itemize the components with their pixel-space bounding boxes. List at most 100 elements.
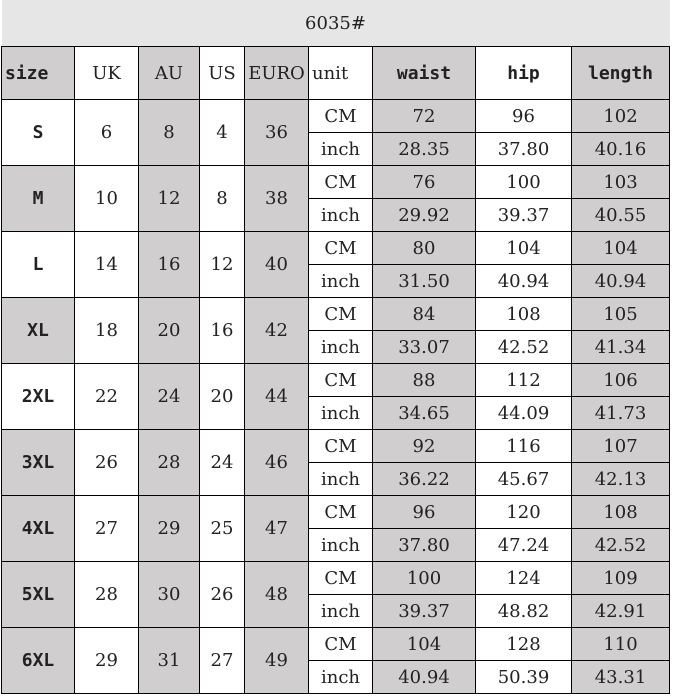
au-cell: 20	[138, 297, 200, 364]
header-waist: waist	[372, 46, 476, 100]
hip-cm-cell: 116	[475, 429, 572, 463]
euro-cell: 38	[244, 165, 309, 232]
length-inch-cell: 41.73	[571, 396, 670, 430]
waist-inch-cell: 31.50	[372, 264, 476, 298]
unit-inch-cell: inch	[308, 396, 373, 430]
header-hip: hip	[475, 46, 572, 100]
unit-inch-cell: inch	[308, 462, 373, 496]
waist-inch-cell: 36.22	[372, 462, 476, 496]
table-row: XL 18 20 16 42 CM 84 108 105	[1, 297, 670, 364]
hip-cm-cell: 112	[475, 363, 572, 397]
length-cm-cell: 102	[571, 99, 670, 133]
waist-inch-cell: 39.37	[372, 594, 476, 628]
waist-cm-cell: 100	[372, 561, 476, 595]
table-row: 6XL 29 31 27 49 CM 104 128 110	[1, 627, 670, 694]
unit-inch-cell: inch	[308, 594, 373, 628]
unit-cm-cell: CM	[308, 231, 373, 265]
unit-inch-cell: inch	[308, 132, 373, 166]
length-inch-cell: 42.91	[571, 594, 670, 628]
waist-inch-cell: 40.94	[372, 660, 476, 694]
us-cell: 27	[199, 627, 245, 694]
uk-cell: 22	[74, 363, 139, 430]
size-cell: 5XL	[1, 561, 75, 628]
euro-cell: 44	[244, 363, 309, 430]
length-inch-cell: 41.34	[571, 330, 670, 364]
au-cell: 28	[138, 429, 200, 496]
euro-cell: 42	[244, 297, 309, 364]
header-unit: unit	[308, 46, 373, 100]
length-inch-cell: 42.13	[571, 462, 670, 496]
length-cm-cell: 105	[571, 297, 670, 331]
table-row: 4XL 27 29 25 47 CM 96 120 108	[1, 495, 670, 562]
table-row: S 6 8 4 36 CM 72 96 102	[1, 99, 670, 166]
hip-cm-cell: 124	[475, 561, 572, 595]
au-cell: 12	[138, 165, 200, 232]
unit-cm-cell: CM	[308, 297, 373, 331]
au-cell: 29	[138, 495, 200, 562]
hip-cm-cell: 128	[475, 627, 572, 661]
euro-cell: 48	[244, 561, 309, 628]
us-cell: 25	[199, 495, 245, 562]
euro-cell: 49	[244, 627, 309, 694]
table-row: inch 36.22 45.67 42.13	[2, 462, 670, 496]
unit-inch-cell: inch	[308, 264, 373, 298]
table-row: inch 34.65 44.09 41.73	[2, 396, 670, 430]
au-cell: 31	[138, 627, 200, 694]
unit-cm-cell: CM	[308, 429, 373, 463]
hip-inch-cell: 48.82	[475, 594, 572, 628]
length-inch-cell: 40.55	[571, 198, 670, 232]
uk-cell: 10	[74, 165, 139, 232]
uk-cell: 29	[74, 627, 139, 694]
hip-cm-cell: 96	[475, 99, 572, 133]
hip-inch-cell: 45.67	[475, 462, 572, 496]
waist-cm-cell: 76	[372, 165, 476, 199]
uk-cell: 6	[74, 99, 139, 166]
header-uk: UK	[74, 46, 139, 100]
waist-inch-cell: 29.92	[372, 198, 476, 232]
hip-cm-cell: 108	[475, 297, 572, 331]
header-euro: EURO	[244, 46, 309, 100]
size-cell: L	[1, 231, 75, 298]
length-cm-cell: 107	[571, 429, 670, 463]
euro-cell: 46	[244, 429, 309, 496]
table-row: inch 29.92 39.37 40.55	[2, 198, 670, 232]
length-cm-cell: 104	[571, 231, 670, 265]
size-cell: 6XL	[1, 627, 75, 694]
waist-cm-cell: 72	[372, 99, 476, 133]
length-cm-cell: 103	[571, 165, 670, 199]
header-length: length	[571, 46, 670, 100]
us-cell: 26	[199, 561, 245, 628]
table-row: L 14 16 12 40 CM 80 104 104	[1, 231, 670, 298]
table-title: 6035#	[1, 0, 670, 47]
table-row: inch 28.35 37.80 40.16	[2, 132, 670, 166]
table-row: 3XL 26 28 24 46 CM 92 116 107	[1, 429, 670, 496]
us-cell: 8	[199, 165, 245, 232]
uk-cell: 14	[74, 231, 139, 298]
hip-cm-cell: 100	[475, 165, 572, 199]
waist-inch-cell: 37.80	[372, 528, 476, 562]
au-cell: 16	[138, 231, 200, 298]
euro-cell: 36	[244, 99, 309, 166]
waist-inch-cell: 34.65	[372, 396, 476, 430]
table-row: 5XL 28 30 26 48 CM 100 124 109	[1, 561, 670, 628]
hip-cm-cell: 104	[475, 231, 572, 265]
waist-cm-cell: 80	[372, 231, 476, 265]
size-cell: 4XL	[1, 495, 75, 562]
unit-cm-cell: CM	[308, 561, 373, 595]
table-row: inch 39.37 48.82 42.91	[2, 594, 670, 628]
length-cm-cell: 109	[571, 561, 670, 595]
size-cell: 3XL	[1, 429, 75, 496]
header-au: AU	[138, 46, 200, 100]
hip-inch-cell: 50.39	[475, 660, 572, 694]
size-cell: M	[1, 165, 75, 232]
unit-inch-cell: inch	[308, 198, 373, 232]
size-cell: XL	[1, 297, 75, 364]
us-cell: 4	[199, 99, 245, 166]
length-inch-cell: 42.52	[571, 528, 670, 562]
hip-inch-cell: 42.52	[475, 330, 572, 364]
length-inch-cell: 40.94	[571, 264, 670, 298]
hip-inch-cell: 37.80	[475, 132, 572, 166]
size-cell: 2XL	[1, 363, 75, 430]
waist-inch-cell: 33.07	[372, 330, 476, 364]
